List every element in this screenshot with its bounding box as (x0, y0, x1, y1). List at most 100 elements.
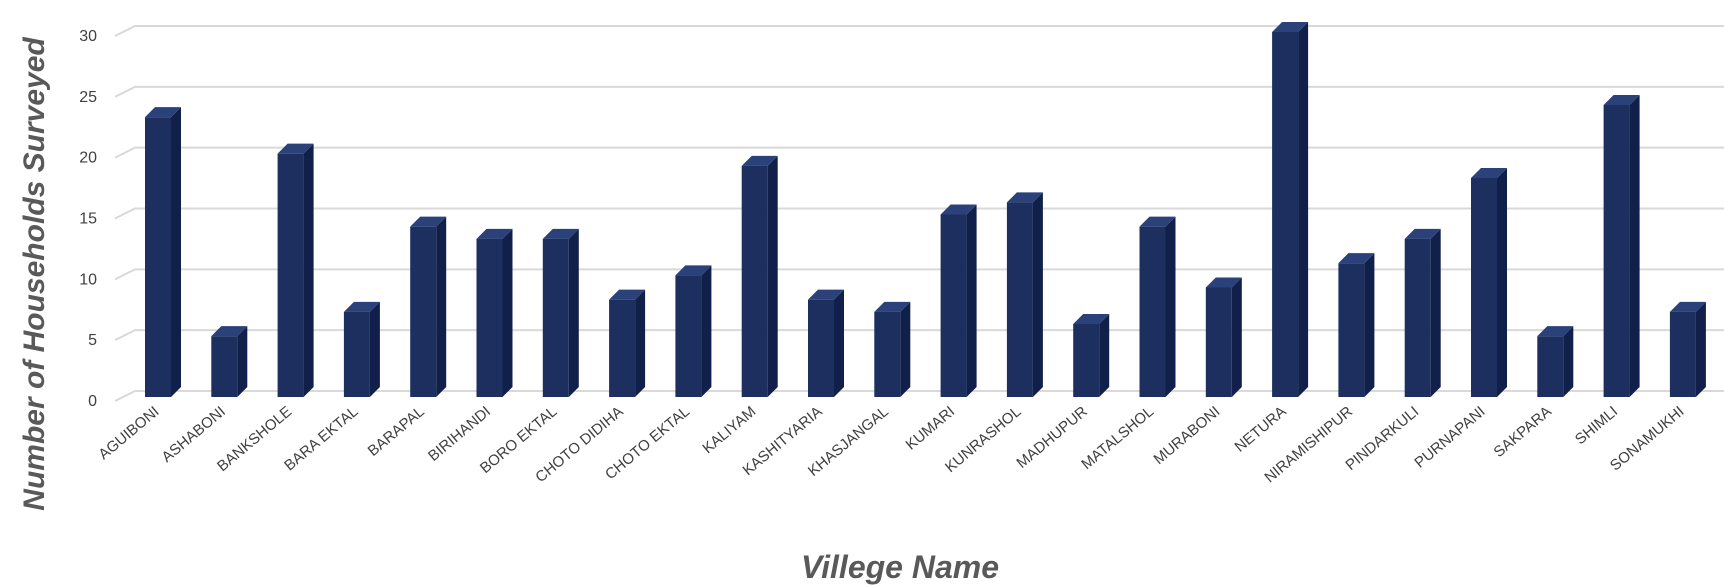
x-tick-label: ASHABONI (159, 403, 229, 466)
bar-side (900, 301, 911, 397)
bar (145, 107, 181, 398)
y-tick-label: 5 (88, 332, 97, 349)
bar (1471, 168, 1507, 397)
bar-side (1099, 314, 1110, 397)
gridline (114, 25, 1724, 37)
gridlines (114, 25, 1724, 402)
x-tick-label: KALIYAM (699, 403, 759, 457)
bar-side (701, 265, 712, 397)
bar (741, 155, 778, 397)
bar-front (1404, 238, 1431, 397)
bar-top (609, 289, 646, 300)
bar (1272, 22, 1309, 397)
bar (1669, 301, 1706, 397)
bar (542, 228, 579, 397)
bar (1205, 277, 1242, 397)
bar (1404, 228, 1441, 397)
bar-side (1032, 192, 1043, 397)
bar-front (1006, 202, 1033, 397)
bar-front (410, 226, 437, 397)
bar-top (808, 289, 844, 300)
bar-front (1338, 263, 1365, 397)
bars (145, 22, 1706, 398)
bar-top (145, 107, 181, 118)
bar-side (1231, 277, 1242, 397)
bar-front (1272, 32, 1299, 397)
bar-top (211, 326, 248, 337)
y-tick-label: 15 (79, 211, 97, 228)
bar-front (1205, 287, 1232, 397)
x-tick-label: MURABONI (1151, 403, 1224, 468)
bar-side (1298, 22, 1309, 397)
bar-top (542, 228, 579, 239)
bar-top (940, 204, 977, 215)
bar-front (1139, 226, 1166, 397)
bar-top (1205, 277, 1242, 288)
bar (343, 301, 380, 397)
bar-top (741, 155, 778, 166)
bar-top (277, 143, 314, 154)
x-tick-label: BIRIHANDI (425, 403, 494, 465)
gridline (114, 329, 1724, 342)
x-tick-label: MATALSHOL (1078, 403, 1157, 473)
bar-front (1603, 105, 1630, 397)
bar (609, 289, 646, 397)
bar-front (542, 238, 569, 397)
x-tick-label: KUMARI (903, 403, 959, 454)
bar-top (343, 301, 380, 312)
bar-side (966, 204, 977, 397)
y-tick-label: 10 (79, 271, 97, 288)
bar-top (476, 228, 513, 239)
bar (940, 204, 977, 397)
bar-side (1563, 326, 1574, 397)
bar-top (410, 216, 447, 227)
bar (277, 143, 314, 397)
bar (1603, 95, 1640, 397)
gridline (114, 85, 1724, 98)
bar-front (145, 117, 171, 398)
bar-top (874, 301, 911, 312)
bar (675, 265, 712, 397)
bar-side (568, 228, 579, 397)
x-axis-title: Villege Name (801, 549, 999, 585)
bar-side (767, 155, 778, 397)
bar (808, 289, 844, 397)
bar (476, 228, 513, 397)
bar-side (1430, 228, 1441, 397)
bar-top (1006, 192, 1043, 203)
bar-front (1471, 178, 1497, 397)
bar-front (741, 165, 768, 397)
bar-front (277, 153, 304, 397)
bar-side (1165, 216, 1176, 397)
bar-side (171, 107, 181, 398)
y-tick-label: 20 (79, 150, 97, 167)
bar (1006, 192, 1043, 397)
bar-side (1497, 168, 1507, 397)
y-axis-title: Number of Households Surveyed (18, 37, 51, 511)
bar-front (675, 275, 702, 397)
bar-front (343, 311, 370, 397)
bar-side (635, 289, 646, 397)
bar-front (1073, 324, 1100, 397)
bar-top (1537, 326, 1574, 337)
bar-side (1629, 95, 1640, 397)
bar (1537, 326, 1574, 397)
bar-front (1669, 311, 1696, 397)
gridline (114, 207, 1724, 220)
bar-front (1537, 336, 1564, 397)
y-tick-label: 0 (88, 393, 97, 410)
bar-front (874, 311, 901, 397)
bar-side (502, 228, 513, 397)
y-axis-ticks: 0 5 10 15 20 25 30 (79, 28, 97, 410)
bar-top (1404, 228, 1441, 239)
bar-top (675, 265, 712, 276)
bar (410, 216, 447, 397)
bar-side (1364, 253, 1375, 397)
y-tick-label: 25 (79, 89, 97, 106)
bar (1139, 216, 1176, 397)
bar-side (1695, 301, 1706, 397)
bar-top (1669, 301, 1706, 312)
bar-top (1139, 216, 1176, 227)
